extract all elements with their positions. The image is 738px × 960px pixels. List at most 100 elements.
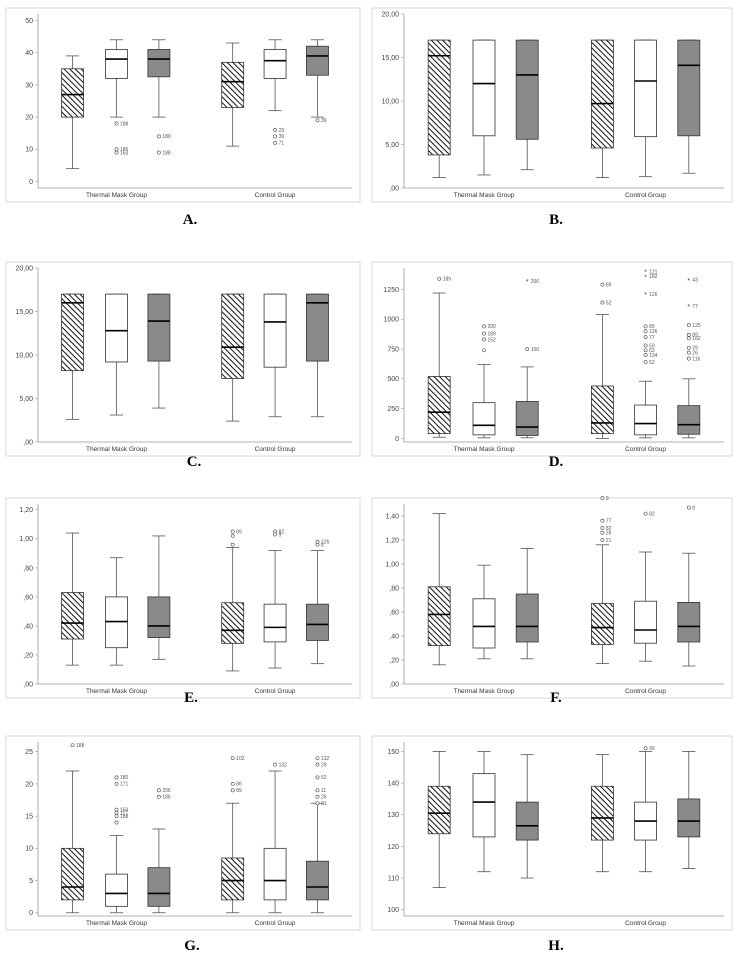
panel-label: A. bbox=[183, 212, 198, 228]
outlier-point bbox=[600, 518, 605, 523]
y-tick-label: ,60 bbox=[23, 594, 33, 601]
panel-frame bbox=[5, 497, 361, 699]
y-tick-label: 1,00 bbox=[19, 536, 33, 543]
outlier-label: 125 bbox=[692, 323, 701, 329]
y-tick-label: 1250 bbox=[383, 287, 399, 294]
y-tick-label: 10 bbox=[25, 147, 33, 154]
y-tick-label: 100 bbox=[387, 907, 399, 914]
outlier-point bbox=[273, 134, 277, 139]
box-iqr bbox=[677, 798, 701, 838]
box-iqr bbox=[591, 785, 614, 841]
panel-A: 0 10 20 30 40 50 Thermal Mask Group Control Gro… bbox=[5, 7, 361, 228]
outlier-point bbox=[643, 343, 648, 348]
box-hatched bbox=[427, 751, 451, 888]
outlier-extreme: * bbox=[644, 270, 647, 277]
outlier-label: 89 bbox=[606, 282, 612, 288]
box-iqr bbox=[147, 293, 171, 362]
outlier-point bbox=[70, 743, 75, 748]
box-gray bbox=[677, 39, 701, 174]
box-iqr bbox=[105, 293, 128, 363]
group-label: Control Group bbox=[625, 688, 666, 695]
y-tick-label: 10,00 bbox=[381, 98, 399, 105]
outlier-point bbox=[686, 356, 691, 361]
group-label: Control Group bbox=[625, 446, 666, 453]
outlier-label: 77 bbox=[606, 519, 612, 525]
outlier-extreme: * bbox=[644, 292, 647, 299]
outlier-label: 182 bbox=[649, 274, 658, 280]
outlier-label: 102 bbox=[236, 756, 245, 762]
outlier-label: 116 bbox=[692, 356, 700, 362]
outlier-label: 89 bbox=[236, 788, 242, 794]
outlier-label: 150 bbox=[120, 807, 129, 813]
group-label: Thermal Mask Group bbox=[453, 192, 514, 199]
outlier-extreme: * bbox=[687, 304, 690, 311]
outlier-point bbox=[600, 526, 605, 530]
outlier-label: 9 bbox=[606, 496, 609, 502]
outlier-point bbox=[437, 276, 442, 281]
y-tick-label: 15,00 bbox=[381, 55, 399, 62]
box-gray bbox=[306, 293, 329, 418]
group-label: Thermal Mask Group bbox=[86, 192, 147, 199]
y-tick-label: ,60 bbox=[389, 609, 399, 616]
outlier-point bbox=[230, 529, 235, 534]
outlier-point bbox=[114, 814, 119, 819]
outlier-label: 52 bbox=[649, 360, 655, 366]
outlier-point bbox=[686, 323, 691, 328]
outlier-point bbox=[600, 538, 605, 542]
outlier-label: 188 bbox=[120, 121, 129, 127]
box-iqr bbox=[515, 593, 539, 643]
panel-label: E. bbox=[184, 690, 198, 706]
group-label: Control Group bbox=[625, 920, 666, 927]
y-tick-label: 25 bbox=[25, 749, 33, 756]
y-tick-label: 10 bbox=[25, 846, 33, 853]
outlier-label: 43 bbox=[692, 278, 698, 284]
outlier-point bbox=[600, 300, 605, 305]
outlier-label: 171 bbox=[120, 782, 129, 788]
outlier-point bbox=[230, 542, 235, 547]
box-iqr bbox=[677, 602, 701, 643]
outlier-label: 21 bbox=[321, 801, 327, 807]
outlier-label: 180 bbox=[120, 775, 129, 781]
box-iqr bbox=[427, 376, 451, 435]
box-iqr bbox=[427, 586, 451, 646]
outlier-point bbox=[643, 511, 648, 516]
panel-G: 0 5 10 15 20 25 Thermal Mask Group Control Grou… bbox=[5, 735, 361, 954]
panel-F: ,00 ,20 ,40 ,60 ,80 1,00 1,20 1,40 Thermal Mask … bbox=[371, 496, 733, 706]
box-iqr bbox=[472, 598, 496, 649]
box-iqr bbox=[61, 847, 84, 901]
panel-label: B. bbox=[549, 212, 563, 228]
box-iqr bbox=[515, 39, 539, 140]
box-iqr bbox=[221, 602, 245, 644]
y-tick-label: 140 bbox=[387, 781, 399, 788]
y-tick-label: ,00 bbox=[23, 681, 33, 688]
box-iqr bbox=[472, 39, 496, 137]
outlier-point bbox=[315, 762, 320, 767]
y-tick-label: 15,00 bbox=[15, 309, 33, 316]
y-tick-label: 40 bbox=[25, 50, 33, 57]
panel-frame bbox=[5, 7, 361, 203]
y-tick-label: 1000 bbox=[383, 317, 399, 324]
panel-label: G. bbox=[184, 938, 200, 954]
box-iqr bbox=[427, 39, 451, 156]
box-white bbox=[634, 39, 657, 178]
outlier-point bbox=[114, 810, 119, 815]
box-hatched: 189 bbox=[427, 276, 451, 438]
outlier-label: 126 bbox=[321, 540, 330, 546]
outlier-label: 63 bbox=[649, 348, 655, 354]
outlier-point bbox=[230, 534, 235, 538]
outlier-point bbox=[114, 807, 119, 812]
box-gray: 8 bbox=[677, 505, 701, 667]
box-iqr bbox=[634, 39, 657, 138]
box-hatched bbox=[61, 55, 84, 170]
box-white bbox=[263, 293, 287, 418]
outlier-label: 11 bbox=[321, 788, 326, 794]
outlier-label: 52 bbox=[606, 300, 612, 306]
box-white bbox=[105, 293, 128, 416]
outlier-point bbox=[156, 794, 161, 799]
y-tick-label: 110 bbox=[388, 875, 399, 882]
outlier-label: 26 bbox=[606, 531, 612, 537]
